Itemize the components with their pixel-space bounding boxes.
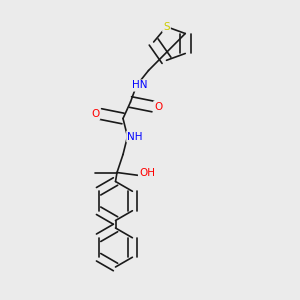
Text: O: O xyxy=(91,109,99,119)
Text: NH: NH xyxy=(127,131,143,142)
Text: O: O xyxy=(154,101,163,112)
Text: OH: OH xyxy=(139,168,155,178)
Text: S: S xyxy=(163,22,170,32)
Text: HN: HN xyxy=(132,80,147,91)
